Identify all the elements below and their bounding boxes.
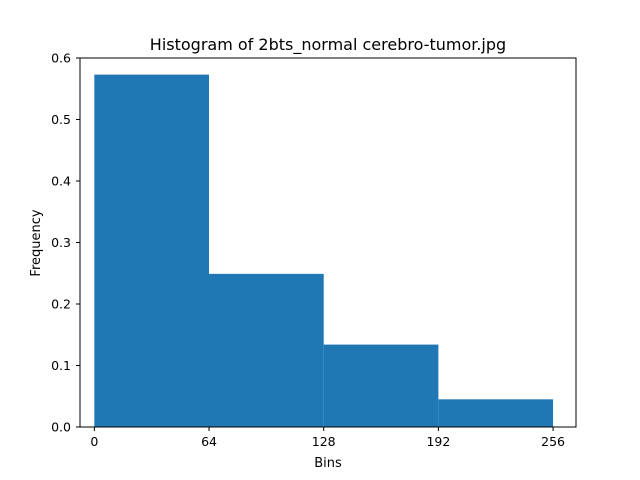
x-tick-label-0: 0	[90, 434, 98, 449]
y-tick-label-3: 0.3	[51, 235, 71, 250]
bars-group	[94, 74, 554, 427]
y-tick-label-2: 0.2	[51, 297, 71, 312]
histogram-bar-1	[209, 273, 324, 427]
y-tick-label-1: 0.1	[51, 358, 71, 373]
x-tick-label-1: 64	[201, 434, 217, 449]
y-axis-ticks: 0.0 0.1 0.2 0.3 0.4 0.5 0.6	[51, 51, 80, 435]
x-axis-ticks: 0 64 128 192 256	[90, 427, 565, 449]
y-tick-label-5: 0.5	[51, 112, 71, 127]
histogram-bar-3	[438, 399, 554, 427]
y-tick-label-0: 0.0	[51, 420, 71, 435]
y-tick-label-6: 0.6	[51, 51, 71, 66]
x-tick-label-4: 256	[541, 434, 565, 449]
x-tick-label-2: 128	[312, 434, 336, 449]
x-tick-label-3: 192	[426, 434, 450, 449]
y-tick-label-4: 0.4	[51, 174, 71, 189]
chart-title: Histogram of 2bts_normal cerebro-tumor.j…	[150, 35, 506, 55]
histogram-bar-2	[323, 344, 439, 427]
y-axis-label: Frequency	[29, 209, 44, 276]
x-axis-label: Bins	[314, 456, 342, 471]
histogram-bar-0	[94, 74, 210, 427]
